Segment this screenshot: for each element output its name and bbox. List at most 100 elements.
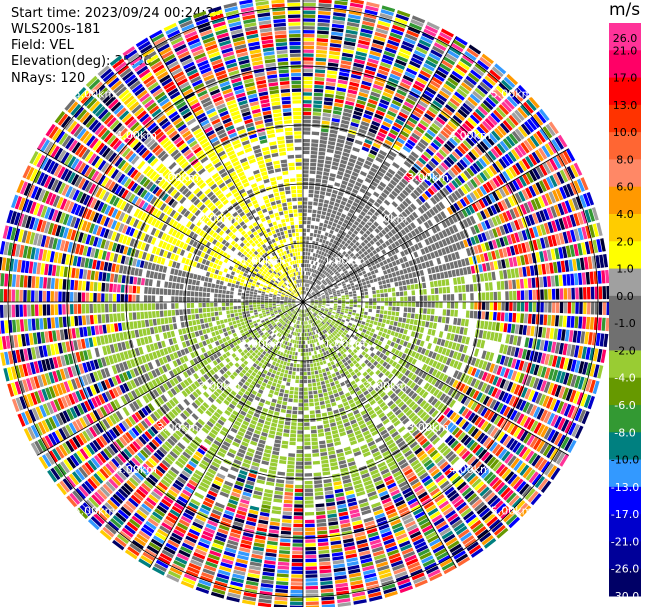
noise-gate xyxy=(440,129,450,139)
noise-gate xyxy=(466,439,476,449)
velocity-gate xyxy=(411,296,416,301)
noise-gate xyxy=(212,542,224,550)
noise-gate xyxy=(495,503,507,514)
noise-gate xyxy=(510,457,520,469)
velocity-gate xyxy=(394,281,399,287)
noise-gate xyxy=(378,16,392,24)
velocity-gate xyxy=(303,142,310,147)
noise-gate xyxy=(419,119,430,128)
noise-gate xyxy=(543,222,551,235)
noise-gate xyxy=(483,422,492,433)
velocity-gate xyxy=(479,273,485,282)
noise-gate xyxy=(504,98,515,110)
velocity-gate xyxy=(349,304,353,307)
noise-gate xyxy=(394,17,408,25)
velocity-gate xyxy=(320,292,325,295)
velocity-gate xyxy=(318,198,324,203)
noise-gate xyxy=(438,90,450,100)
noise-gate xyxy=(340,64,351,70)
noise-gate xyxy=(374,113,384,120)
noise-gate xyxy=(465,153,474,164)
noise-gate xyxy=(378,65,390,73)
noise-gate xyxy=(519,204,528,215)
noise-gate xyxy=(294,488,303,493)
noise-gate xyxy=(335,91,346,96)
velocity-gate xyxy=(316,214,321,219)
noise-gate xyxy=(509,93,521,105)
noise-gate xyxy=(457,60,470,71)
noise-gate xyxy=(528,290,533,300)
noise-gate xyxy=(51,264,57,276)
noise-gate xyxy=(459,142,469,152)
noise-gate xyxy=(59,265,65,277)
noise-gate xyxy=(483,252,489,262)
noise-gate xyxy=(454,429,463,439)
noise-gate xyxy=(402,487,412,495)
velocity-gate xyxy=(324,199,330,204)
velocity-gate xyxy=(306,263,309,268)
noise-gate xyxy=(424,59,437,69)
noise-gate xyxy=(386,110,397,118)
noise-gate xyxy=(359,554,372,560)
noise-gate xyxy=(518,190,526,202)
noise-gate xyxy=(551,341,557,353)
velocity-gate xyxy=(314,186,321,191)
velocity-gate xyxy=(318,151,326,156)
noise-gate xyxy=(495,226,502,237)
noise-gate xyxy=(415,488,426,497)
noise-gate xyxy=(448,137,459,147)
noise-gate xyxy=(229,495,240,502)
noise-gate xyxy=(344,37,357,43)
noise-gate xyxy=(446,409,454,418)
velocity-gate xyxy=(411,290,416,296)
noise-gate xyxy=(364,576,378,583)
velocity-gate xyxy=(395,270,400,276)
noise-gate xyxy=(393,567,407,575)
noise-gate xyxy=(329,50,341,56)
noise-gate xyxy=(544,143,555,156)
velocity-gate xyxy=(497,291,502,301)
velocity-gate xyxy=(388,262,394,268)
velocity-gate xyxy=(345,294,349,298)
noise-gate xyxy=(409,135,418,144)
noise-gate xyxy=(0,320,5,334)
noise-gate xyxy=(221,558,234,565)
noise-gate xyxy=(213,539,225,546)
noise-gate xyxy=(559,302,564,314)
noise-gate xyxy=(348,572,362,578)
noise-gate xyxy=(524,241,531,253)
noise-gate xyxy=(457,108,468,119)
velocity-gate xyxy=(329,295,334,298)
noise-gate xyxy=(462,385,470,394)
velocity-gate xyxy=(391,272,397,277)
noise-gate xyxy=(482,263,487,272)
noise-gate xyxy=(458,447,468,458)
noise-gate xyxy=(305,581,318,586)
noise-gate xyxy=(396,55,409,63)
noise-gate xyxy=(535,314,540,325)
velocity-gate xyxy=(341,297,346,300)
noise-gate xyxy=(386,43,399,51)
noise-gate xyxy=(500,199,508,210)
noise-gate xyxy=(267,78,278,83)
velocity-gate xyxy=(353,296,357,299)
noise-gate xyxy=(361,80,372,87)
noise-gate xyxy=(550,275,556,287)
noise-gate xyxy=(399,81,411,90)
noise-gate xyxy=(427,83,439,92)
velocity-gate xyxy=(315,237,320,242)
noise-gate xyxy=(334,571,347,577)
noise-gate xyxy=(555,370,562,383)
noise-gate xyxy=(495,463,506,475)
noise-gate xyxy=(592,239,599,253)
noise-gate xyxy=(327,70,338,75)
velocity-gate xyxy=(514,267,520,278)
noise-gate xyxy=(580,177,589,191)
velocity-gate xyxy=(380,297,385,302)
noise-gate xyxy=(441,59,454,69)
noise-gate xyxy=(378,490,389,498)
noise-gate xyxy=(266,544,278,550)
noise-gate xyxy=(374,512,386,520)
noise-gate xyxy=(451,94,463,104)
noise-gate xyxy=(520,302,525,312)
